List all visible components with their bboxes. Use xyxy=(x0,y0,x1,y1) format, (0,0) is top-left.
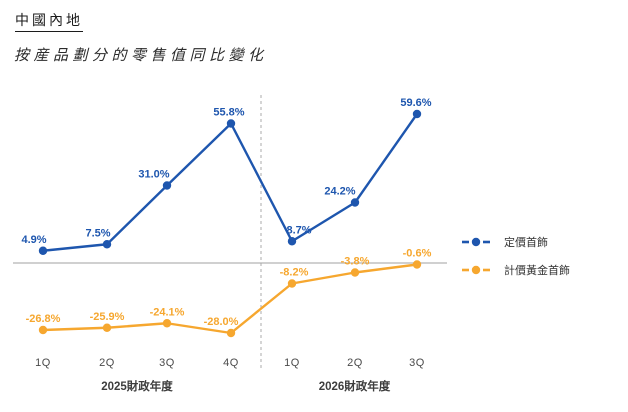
data-label: -3.8% xyxy=(341,256,370,268)
legend-item-gold-jewellery-by-weight: 計價黃金首飾 xyxy=(462,262,570,278)
data-point xyxy=(38,325,48,335)
data-point xyxy=(226,328,236,338)
data-point xyxy=(102,240,112,249)
legend-marker-line-dot-icon xyxy=(462,265,490,275)
legend-marker-line-dot-icon xyxy=(462,237,490,247)
x-axis-tick: 2Q xyxy=(347,357,363,369)
data-label: -0.6% xyxy=(403,248,432,260)
data-label: -24.1% xyxy=(150,306,185,318)
data-label: 59.6% xyxy=(400,97,431,109)
data-point xyxy=(102,323,112,332)
x-axis-tick: 1Q xyxy=(284,357,300,369)
data-label: 7.5% xyxy=(85,227,110,239)
data-point xyxy=(350,198,360,207)
data-label: 8.7% xyxy=(286,224,311,236)
data-point xyxy=(162,319,172,328)
data-point xyxy=(226,119,236,128)
legend-label: 定價首飾 xyxy=(504,237,548,249)
data-point xyxy=(412,260,422,269)
data-label: 24.2% xyxy=(324,186,355,198)
x-axis-tick: 2Q xyxy=(99,357,115,369)
data-point xyxy=(412,109,422,119)
data-point xyxy=(287,279,297,288)
data-point xyxy=(350,268,360,277)
page-title: 中國內地 xyxy=(15,10,83,32)
data-label: -8.2% xyxy=(280,267,309,279)
x-axis-group-label: 2025財政年度 xyxy=(101,379,173,393)
data-label: -26.8% xyxy=(26,313,61,325)
data-label: 55.8% xyxy=(213,107,244,119)
data-label: -28.0% xyxy=(204,316,239,328)
page-title-text: 中國內地 xyxy=(15,14,83,32)
data-point xyxy=(287,237,297,246)
data-label: 4.9% xyxy=(21,234,46,246)
x-axis-tick: 3Q xyxy=(159,357,175,369)
data-point xyxy=(38,246,48,255)
legend: 定價首飾 計價黃金首飾 xyxy=(462,234,570,278)
x-axis-tick: 3Q xyxy=(409,357,425,369)
legend-item-fixed-price-jewellery: 定價首飾 xyxy=(462,234,570,250)
page-subtitle: 按産品劃分的零售值同比變化 xyxy=(14,48,268,64)
x-axis-group-label: 2026財政年度 xyxy=(319,379,391,393)
data-point xyxy=(162,181,172,190)
data-label: 31.0% xyxy=(138,169,169,181)
x-axis-tick: 4Q xyxy=(223,357,239,369)
x-axis-tick: 1Q xyxy=(35,357,51,369)
legend-label: 計價黃金首飾 xyxy=(504,265,570,277)
data-label: -25.9% xyxy=(90,311,125,323)
